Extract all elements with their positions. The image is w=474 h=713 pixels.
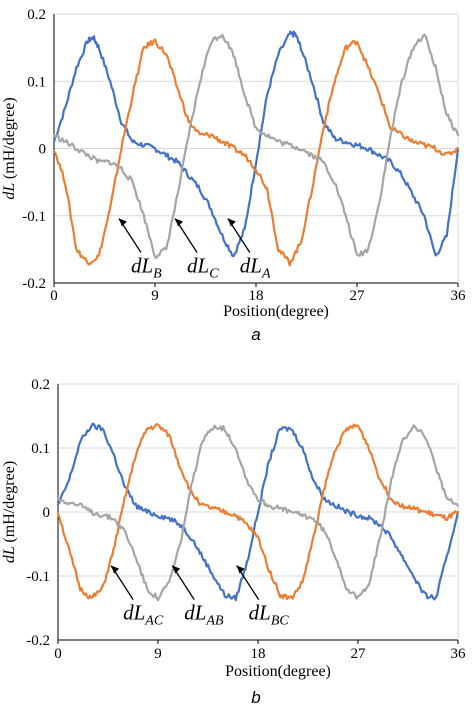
y-tick-label: 0 (43, 505, 51, 521)
annotation-sub: C (209, 266, 219, 281)
x-tick-label: 18 (249, 288, 264, 304)
y-axis-label: dL (mH/degree) (1, 97, 18, 199)
annotation-sub: AC (144, 614, 164, 629)
y-tick-label: -0.2 (22, 276, 46, 292)
x-tick-label: 9 (151, 288, 159, 304)
x-tick-label: 9 (154, 646, 162, 662)
arrowhead (227, 218, 236, 227)
y-tick-label: 0 (39, 142, 47, 158)
y-axis-label: dL (mH/degree) (1, 461, 18, 563)
arrowhead (175, 218, 184, 227)
series-line-dLAB (56, 422, 460, 602)
x-tick-label: 0 (50, 288, 58, 304)
annotation-label: dLC (187, 253, 219, 281)
y-tick-label: -0.1 (26, 569, 50, 585)
series-line-dLAC (56, 423, 460, 601)
series-line-dLB (52, 38, 460, 267)
y-tick-label: 0.1 (27, 74, 46, 90)
annotation-main: dL (249, 601, 271, 625)
x-tick-label: 36 (451, 646, 467, 662)
annotation-sub: AB (205, 614, 224, 629)
x-tick-label: 27 (351, 646, 367, 662)
y-tick-label: 0.2 (27, 7, 46, 23)
y-tick-label: -0.2 (26, 633, 50, 649)
series-line-dLC (52, 33, 460, 259)
y-tick-label: -0.1 (22, 209, 46, 225)
arrowhead (172, 565, 181, 574)
chart-panel-a: 0.20.10-0.1-0.20 9 18 27 36Position(degree)d… (1, 7, 466, 344)
annotation-main: dL (184, 601, 206, 625)
y-tick-label: 0.1 (31, 441, 50, 457)
annotation-main: dL (187, 253, 209, 277)
annotation-label: dLBC (249, 601, 290, 629)
annotation-main: dL (240, 253, 262, 277)
y-axis-label-unit: (mH/degree) (1, 461, 18, 543)
y-axis-label-symbol: dL (1, 179, 18, 200)
panel-label: b (251, 688, 260, 707)
annotation-sub: A (261, 266, 271, 281)
chart-panel-b: 0.20.10-0.1-0.20 9 18 27 36Position(degree)d… (1, 377, 466, 707)
annotation-label: dLB (131, 253, 162, 281)
series-line-dLBC (56, 424, 460, 602)
annotation-main: dL (131, 253, 153, 277)
annotation-main: dL (123, 601, 145, 625)
x-tick-label: 27 (350, 288, 366, 304)
y-axis-label-symbol: dL (1, 543, 18, 564)
panel-label: a (251, 325, 260, 344)
annotation-label: dLA (240, 253, 271, 281)
series-line-dLA (52, 30, 460, 258)
x-tick-label: 36 (451, 288, 467, 304)
x-tick-label: 18 (251, 646, 266, 662)
arrowhead (111, 565, 120, 574)
annotation-label: dLAC (123, 601, 164, 629)
x-axis-label: Position(degree) (223, 303, 329, 320)
x-tick-label: 0 (54, 646, 62, 662)
arrowhead (236, 565, 245, 574)
arrowhead (118, 218, 127, 227)
annotation-label: dLAB (184, 601, 224, 629)
x-axis-label: Position(degree) (225, 663, 331, 680)
annotation-sub: BC (271, 614, 290, 629)
annotation-sub: B (153, 266, 162, 281)
y-tick-label: 0.2 (31, 377, 50, 393)
y-axis-label-unit: (mH/degree) (1, 97, 18, 179)
